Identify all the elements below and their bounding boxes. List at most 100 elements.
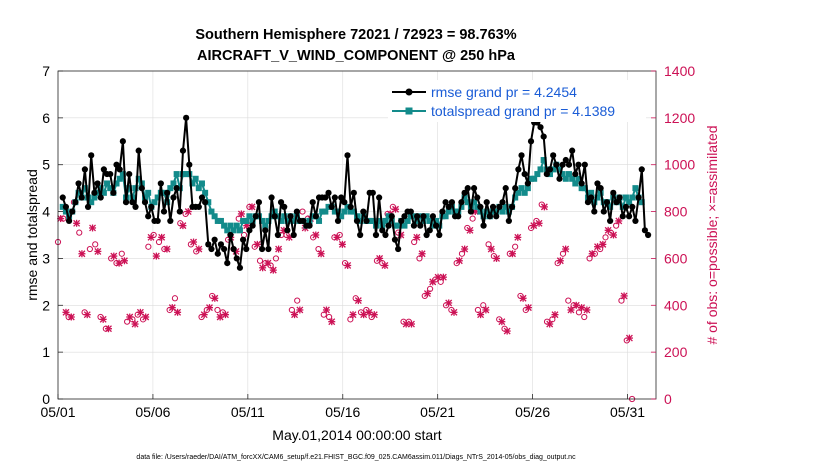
- rmse-point: [470, 185, 478, 192]
- rmse-point: [420, 213, 427, 220]
- y-tick-label: 1: [42, 344, 50, 360]
- rmse-point: [243, 245, 250, 253]
- totalspread-point: [575, 175, 582, 182]
- rmse-point: [94, 180, 101, 187]
- rmse-point: [524, 180, 531, 187]
- totalspread-point: [338, 213, 345, 220]
- obs-possible-marker: [256, 257, 264, 264]
- totalspread-point: [414, 217, 421, 224]
- obs-assimilated-marker: [477, 311, 485, 319]
- totalspread-point: [591, 199, 598, 206]
- rmse-point: [284, 227, 291, 234]
- totalspread-point: [281, 213, 288, 220]
- totalspread-point: [445, 208, 452, 215]
- rmse-point: [164, 189, 171, 196]
- obs-assimilated-marker: [498, 318, 506, 326]
- totalspread-point: [607, 203, 614, 210]
- rmse-point: [423, 231, 430, 239]
- obs-possible-marker: [118, 250, 125, 257]
- totalspread-point: [572, 180, 579, 187]
- rmse-point: [569, 147, 576, 154]
- totalspread-point: [189, 180, 196, 187]
- rmse-point: [265, 245, 272, 253]
- totalspread-point: [119, 171, 126, 178]
- totalspread-point: [433, 217, 440, 224]
- totalspread-point: [183, 171, 190, 178]
- legend-spread-label: totalspread grand pr = 4.1389: [431, 103, 615, 119]
- totalspread-point: [88, 199, 95, 206]
- rmse-point: [258, 245, 266, 253]
- totalspread-point: [588, 189, 595, 196]
- totalspread-point: [66, 213, 73, 220]
- obs-possible-marker: [426, 285, 434, 292]
- rmse-point: [214, 250, 221, 257]
- rmse-point: [613, 199, 620, 206]
- obs-assimilated-marker: [360, 311, 368, 319]
- obs-possible-marker: [171, 295, 179, 302]
- obs-possible-marker: [150, 231, 157, 239]
- totalspread-point: [458, 203, 465, 210]
- rmse-point: [578, 180, 585, 187]
- rmse-point: [268, 194, 275, 201]
- rmse-point: [439, 208, 446, 215]
- obs-assimilated-marker: [519, 294, 527, 302]
- totalspread-point: [483, 208, 490, 215]
- x-axis-ticks: 05/01 05/06 05/11 05/16 05/21 05/26 05/31: [40, 394, 645, 420]
- totalspread-point: [565, 171, 572, 178]
- y-tick-label: 0: [42, 391, 50, 407]
- totalspread-point: [629, 194, 636, 201]
- obs-assimilated-marker: [152, 252, 160, 260]
- y-axis-label: rmse and totalspread: [24, 169, 40, 301]
- totalspread-point: [236, 227, 243, 234]
- rmse-point: [233, 255, 240, 262]
- totalspread-point: [518, 185, 525, 192]
- totalspread-point: [474, 203, 481, 210]
- obs-assimilated-marker: [429, 278, 437, 286]
- rmse-point: [126, 170, 133, 178]
- obs-possible-marker: [565, 297, 572, 304]
- rmse-point: [72, 199, 79, 206]
- obs-assimilated-marker: [450, 308, 458, 316]
- totalspread-point: [164, 199, 171, 206]
- totalspread-point: [429, 222, 436, 229]
- rmse-point: [249, 222, 256, 229]
- totalspread-point: [116, 175, 123, 182]
- rmse-point: [217, 241, 225, 248]
- rmse-point: [594, 180, 601, 187]
- x-tick-label: 05/16: [325, 404, 360, 420]
- chart-title: Southern Hemisphere 72021 / 72923 = 98.7…: [195, 27, 516, 43]
- x-tick-label: 05/21: [420, 404, 455, 420]
- totalspread-point: [569, 175, 576, 182]
- rmse-point: [448, 199, 456, 206]
- rmse-point: [391, 236, 399, 243]
- obs-assimilated-marker: [131, 320, 139, 328]
- totalspread-point: [132, 185, 139, 192]
- rmse-point: [338, 194, 345, 201]
- totalspread-point: [208, 208, 215, 215]
- rmse-point: [160, 208, 168, 215]
- totalspread-point: [448, 203, 455, 210]
- totalspread-point: [62, 208, 69, 215]
- rmse-point: [489, 203, 497, 210]
- rmse-point: [148, 203, 155, 210]
- totalspread-point: [192, 175, 199, 182]
- rmse-point: [59, 194, 66, 201]
- y-right-tick-label: 0: [664, 391, 672, 407]
- totalspread-point: [531, 175, 538, 182]
- obs-assimilated-marker: [179, 222, 187, 230]
- rmse-point: [360, 208, 367, 215]
- rmse-point: [584, 199, 592, 206]
- rmse-point: [62, 203, 70, 210]
- totalspread-point: [350, 208, 357, 215]
- obs-assimilated-marker: [609, 231, 617, 239]
- rmse-point: [119, 138, 126, 145]
- totalspread-point: [547, 171, 554, 178]
- x-tick-label: 05/31: [610, 404, 645, 420]
- y-axis-right-ticks: 0 200 400 600 800 1000 1200 1400: [651, 63, 695, 407]
- totalspread-point: [262, 222, 269, 229]
- totalspread-point: [227, 222, 234, 229]
- obs-assimilated-marker: [296, 306, 304, 314]
- totalspread-point: [309, 213, 316, 220]
- obs-assimilated-marker: [248, 203, 256, 211]
